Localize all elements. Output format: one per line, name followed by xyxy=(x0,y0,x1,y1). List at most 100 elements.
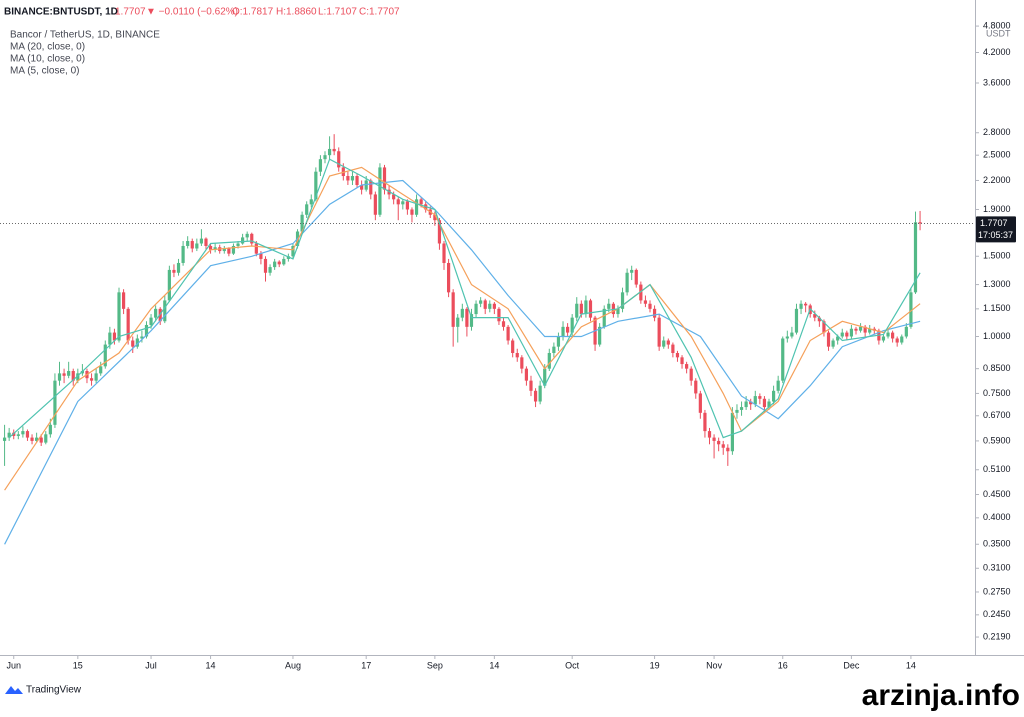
candle-body xyxy=(703,412,707,432)
candle-body xyxy=(533,390,538,402)
ma-line xyxy=(4,179,921,545)
x-tick-label: 15 xyxy=(73,660,83,670)
candle-body xyxy=(112,332,117,341)
candle-body xyxy=(858,326,863,331)
x-tick-label: Sep xyxy=(427,660,443,670)
candle-body xyxy=(552,346,556,354)
candle-body xyxy=(918,222,922,224)
candle-body xyxy=(566,326,570,333)
x-tick-label: Nov xyxy=(706,660,723,670)
candle-body xyxy=(181,245,185,263)
candle-body xyxy=(579,303,583,315)
candle-body xyxy=(721,444,725,448)
candle-body xyxy=(538,385,542,402)
candle-body xyxy=(186,241,190,246)
candle-body xyxy=(767,401,771,408)
ma-line xyxy=(4,166,921,491)
candle-body xyxy=(584,300,588,315)
x-tick-label: 19 xyxy=(650,660,660,670)
candle-body xyxy=(840,332,844,337)
candle-body xyxy=(492,303,496,309)
candle-body xyxy=(607,303,611,309)
candle-body xyxy=(163,300,167,322)
candle-body xyxy=(135,338,139,347)
x-tick-label: Dec xyxy=(843,660,860,670)
candle-body xyxy=(520,357,524,369)
candle-body xyxy=(817,317,821,322)
candle-body xyxy=(254,243,258,254)
x-tick-label: 17 xyxy=(361,660,371,670)
candle-body xyxy=(103,344,107,367)
candle-body xyxy=(53,380,57,425)
candle-body xyxy=(831,340,835,347)
open-value: O:1.7817 xyxy=(232,7,274,18)
candle-body xyxy=(190,241,194,249)
candle-body xyxy=(662,340,666,347)
y-tick-label: 1.0000 xyxy=(983,331,1011,341)
candle-body xyxy=(25,431,30,438)
countdown-label: 17:05:37 xyxy=(978,230,1013,240)
candle-body xyxy=(460,308,464,318)
candle-body xyxy=(126,308,130,341)
candle-body xyxy=(895,338,899,343)
y-tick-label: 2.8000 xyxy=(983,127,1011,137)
candle-body xyxy=(350,176,355,181)
candle-body xyxy=(16,434,20,436)
candle-body xyxy=(575,303,579,318)
x-tick-label: Jun xyxy=(6,660,21,670)
candle-body xyxy=(543,368,547,386)
candle-body xyxy=(401,201,405,205)
candle-body xyxy=(854,328,858,331)
candle-body xyxy=(845,332,849,337)
watermark: arzinja.info xyxy=(862,679,1020,712)
candle-body xyxy=(44,434,48,443)
candle-body xyxy=(360,185,364,190)
candle-body xyxy=(570,317,574,333)
candle-body xyxy=(446,262,451,293)
brand-icon xyxy=(5,686,23,694)
candle-body xyxy=(680,357,684,365)
brand-logo: TradingView xyxy=(5,685,82,696)
candle-body xyxy=(176,262,181,273)
y-tick-label: 2.2000 xyxy=(983,175,1011,185)
y-tick-label: 3.6000 xyxy=(983,77,1011,87)
candle-body xyxy=(469,314,474,327)
y-tick-label: 0.7500 xyxy=(983,388,1011,398)
last-price-label: 1.7707 xyxy=(980,218,1008,228)
candle-body xyxy=(396,199,400,205)
candle-body xyxy=(547,353,551,369)
candle-body xyxy=(154,308,158,318)
candle-body xyxy=(442,243,446,263)
y-tick-label: 1.5000 xyxy=(983,251,1011,261)
candle-body xyxy=(392,194,396,200)
candle-body xyxy=(474,303,478,315)
candle-body xyxy=(108,332,112,345)
y-tick-label: 0.2750 xyxy=(983,586,1011,596)
candle-body xyxy=(346,176,350,181)
candle-body xyxy=(753,396,757,405)
candle-body xyxy=(7,432,11,438)
candle-body xyxy=(625,272,629,293)
candle-body xyxy=(634,269,638,285)
candle-body xyxy=(57,373,62,381)
candle-body xyxy=(643,300,648,304)
candle-body xyxy=(813,314,817,318)
candle-body xyxy=(849,328,854,337)
candle-body xyxy=(483,300,487,309)
candle-body xyxy=(465,308,469,327)
y-tick-label: 0.4500 xyxy=(983,489,1011,499)
candle-body xyxy=(524,368,529,381)
candle-body xyxy=(479,300,483,304)
candle-body xyxy=(204,238,208,246)
candle-body xyxy=(332,148,336,152)
candle-body xyxy=(35,437,39,441)
candle-body xyxy=(140,336,144,339)
candle-body xyxy=(909,292,913,327)
candle-body xyxy=(236,243,240,246)
candle-body xyxy=(776,380,780,391)
candle-body xyxy=(666,340,670,345)
candle-body xyxy=(657,317,661,347)
candle-body xyxy=(556,336,561,347)
y-tick-label: 0.3100 xyxy=(983,563,1011,573)
x-tick-label: 14 xyxy=(906,660,916,670)
